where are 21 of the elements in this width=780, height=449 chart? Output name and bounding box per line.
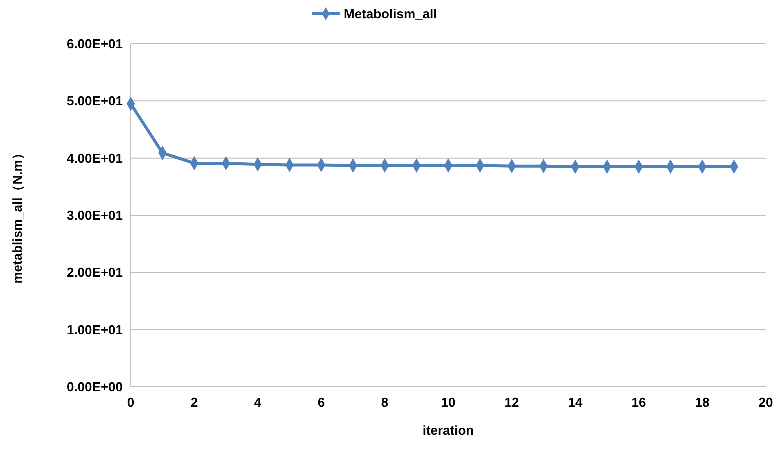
x-tick-label: 12: [504, 395, 520, 410]
x-tick-label: 4: [254, 395, 262, 410]
x-tick-label: 16: [632, 395, 646, 410]
x-tick-label: 0: [127, 395, 135, 410]
y-tick-label: 1.00E+01: [66, 322, 123, 338]
y-tick-label: 3.00E+01: [66, 208, 123, 224]
y-tick-label: 4.00E+01: [66, 150, 123, 166]
x-tick-label: 8: [381, 395, 389, 410]
y-tick-label: 5.00E+01: [66, 94, 123, 109]
x-axis-title: iteration: [422, 423, 474, 438]
x-tick-label: 6: [318, 395, 326, 410]
y-tick-label: 2.00E+01: [66, 265, 123, 280]
legend-label: Metabolism_all: [344, 6, 438, 22]
x-tick-label: 2: [190, 395, 198, 410]
x-tick-label: 14: [568, 395, 584, 410]
y-tick-label: 0.00E+00: [66, 380, 123, 395]
y-axis-title: metablism_all（N.m）: [10, 147, 25, 284]
y-tick-label: 6.00E+01: [66, 36, 123, 52]
x-tick-label: 18: [695, 395, 710, 410]
x-tick-label: 20: [758, 395, 774, 410]
x-tick-label: 10: [441, 395, 456, 410]
